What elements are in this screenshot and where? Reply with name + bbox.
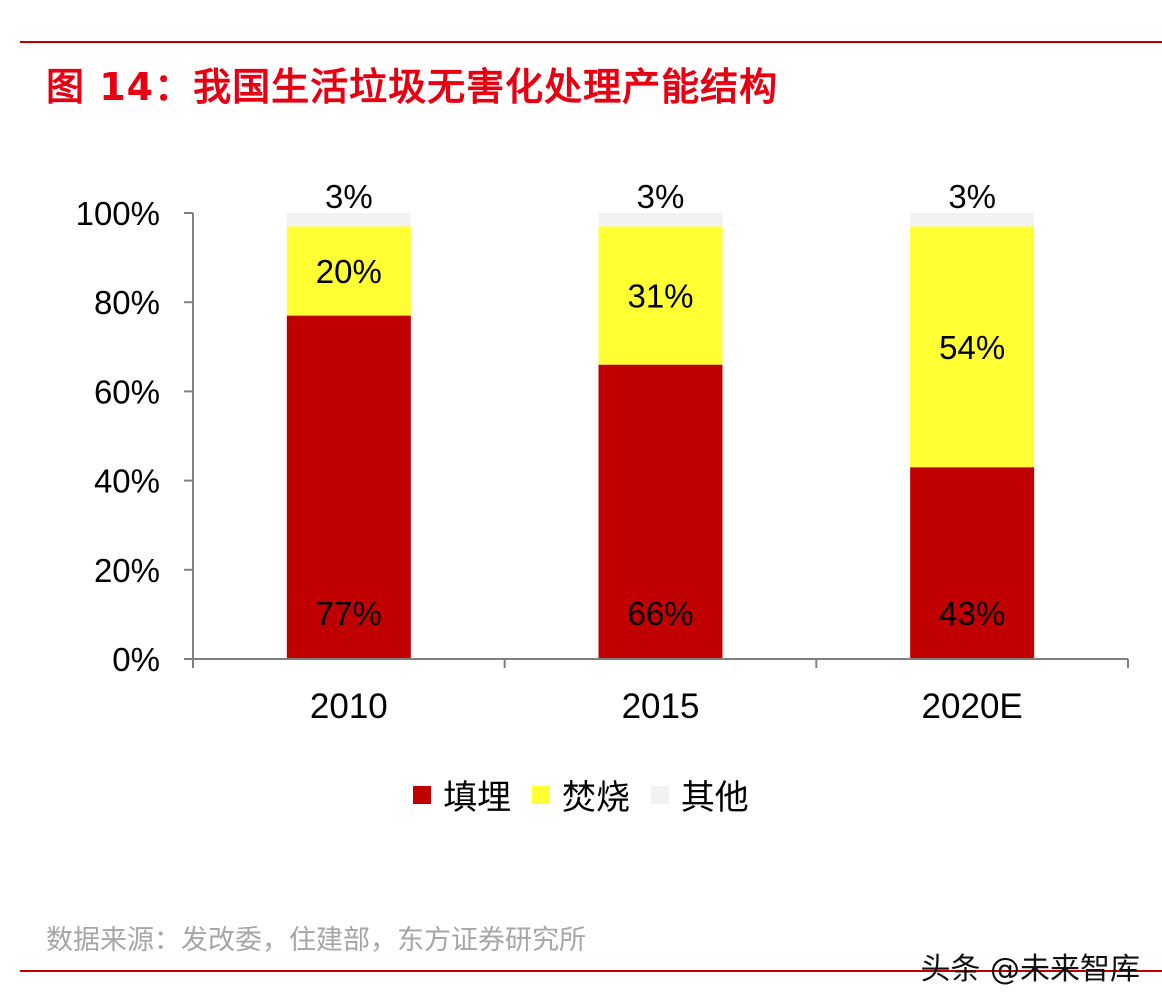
bar-label-other-2015: 3%	[637, 178, 685, 215]
x-tick-label-2015: 2015	[622, 687, 700, 726]
axes-layer: 2010 2015 2020E 0% 20% 40% 60% 80% 100%	[76, 195, 1129, 726]
bar-other-2015	[598, 213, 723, 227]
chart-title: 图 14：我国生活垃圾无害化处理产能结构	[46, 65, 779, 109]
legend-swatch-other	[650, 785, 669, 804]
bottom-rule	[20, 970, 1162, 972]
legend-label-landfill: 填埋	[443, 778, 512, 818]
bar-landfill-2010	[286, 315, 411, 659]
legend-item-landfill: 填埋	[413, 770, 511, 819]
bar-incineration-2010	[286, 226, 411, 316]
x-tick-label-2010: 2010	[310, 687, 388, 726]
watermark: 头条 @未来智库	[920, 952, 1140, 987]
x-tick-label-2020E: 2020E	[922, 687, 1023, 726]
bar-label-incineration-2015: 31%	[627, 278, 693, 315]
legend-label-incineration: 焚烧	[562, 778, 630, 818]
legend-item-other: 其他	[650, 770, 749, 819]
legend-swatch-landfill	[413, 785, 432, 804]
y-tick-label: 80%	[94, 284, 160, 321]
stacked-bar-chart: 77% 20% 3% 66% 31% 3% 43% 54% 3% 2010 2015 2020E 0%…	[76, 178, 1129, 726]
bar-incineration-2015	[598, 226, 723, 365]
y-tick-label: 40%	[94, 463, 160, 500]
top-rule	[20, 41, 1162, 43]
legend-swatch-incineration	[532, 785, 550, 804]
y-tick-label: 0%	[112, 641, 160, 678]
bars-layer	[286, 213, 1035, 659]
legend: 填埋 焚烧 其他	[0, 770, 1162, 819]
bar-label-incineration-2010: 20%	[316, 253, 382, 290]
bar-label-other-2010: 3%	[325, 178, 373, 215]
bar-label-other-2020E: 3%	[948, 178, 996, 215]
bar-landfill-2020E	[910, 467, 1035, 659]
y-tick-label: 100%	[76, 195, 160, 232]
legend-label-other: 其他	[680, 778, 749, 818]
y-tick-label: 60%	[94, 373, 160, 410]
bar-landfill-2015	[598, 364, 723, 659]
y-tick-label: 20%	[94, 552, 160, 589]
bar-label-incineration-2020E: 54%	[939, 329, 1005, 366]
bar-label-landfill-2015: 66%	[627, 595, 693, 632]
bar-label-landfill-2020E: 43%	[939, 595, 1005, 632]
bar-incineration-2020E	[910, 226, 1035, 468]
bar-labels-layer: 77% 20% 3% 66% 31% 3% 43% 54% 3%	[316, 178, 1005, 632]
bar-label-landfill-2010: 77%	[316, 595, 382, 632]
bar-other-2010	[286, 213, 411, 227]
legend-item-incineration: 焚烧	[532, 770, 630, 819]
data-source-note: 数据来源：发改委，住建部，东方证券研究所	[46, 925, 586, 956]
bar-other-2020E	[910, 213, 1035, 227]
